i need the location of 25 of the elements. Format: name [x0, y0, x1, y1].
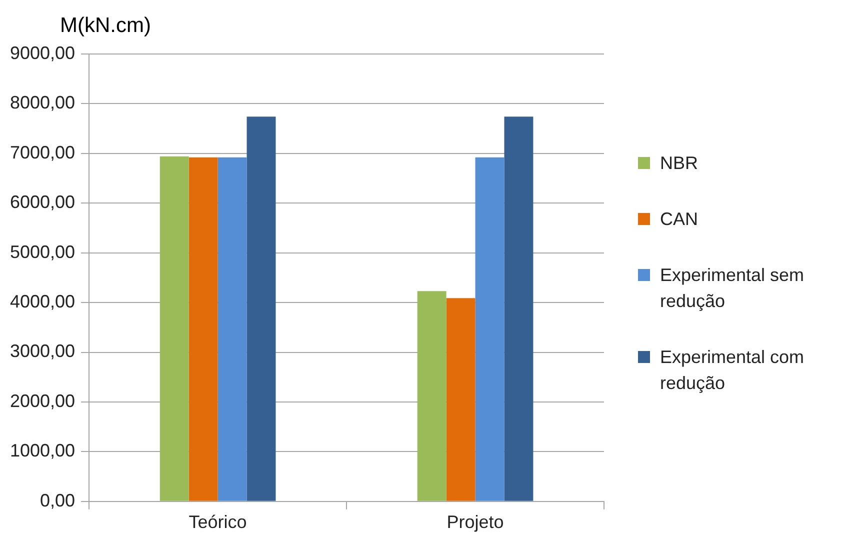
y-tick-label: 4000,00: [10, 292, 76, 312]
y-axis-title: M(kN.cm): [60, 14, 151, 38]
legend-label: NBR: [660, 152, 698, 175]
bar: [160, 156, 189, 501]
y-tick-label: 5000,00: [10, 242, 76, 262]
legend-label: Experimental sem redução: [660, 264, 806, 313]
bar: [475, 157, 504, 501]
x-tick-label: Projeto: [446, 512, 504, 532]
bar: [504, 116, 534, 501]
bar: [218, 157, 247, 501]
y-tick-label: 0,00: [40, 490, 76, 510]
y-tick-label: 7000,00: [10, 142, 76, 162]
y-tick-label: 6000,00: [10, 192, 76, 212]
legend-label: Experimental com redução: [660, 346, 806, 395]
legend-label: CAN: [660, 208, 698, 231]
y-tick-label: 2000,00: [10, 390, 76, 411]
bar: [188, 157, 218, 501]
bar: [446, 298, 476, 501]
y-tick-label: 1000,00: [10, 440, 76, 461]
y-tick-label: 8000,00: [10, 92, 76, 113]
y-tick-label: 3000,00: [10, 341, 76, 362]
x-tick-label: Teórico: [188, 512, 247, 532]
bar: [246, 116, 276, 501]
bar: [417, 291, 446, 501]
y-tick-label: 9000,00: [10, 42, 76, 63]
